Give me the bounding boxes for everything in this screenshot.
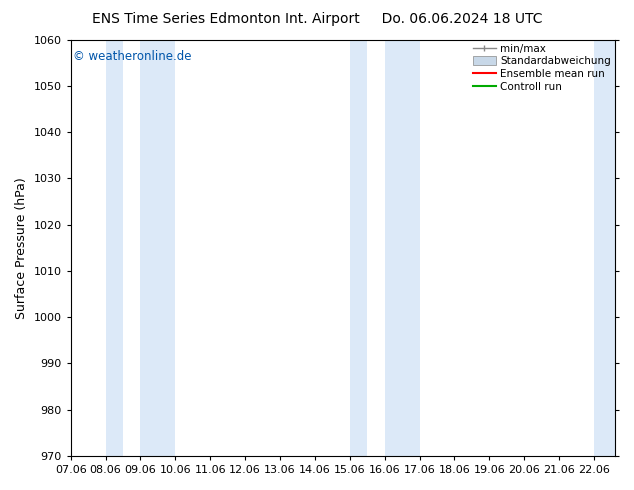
Bar [106, 40, 123, 456]
Legend: min/max, Standardabweichung, Ensemble mean run, Controll run: min/max, Standardabweichung, Ensemble me… [471, 42, 612, 94]
Bar [385, 40, 420, 456]
Bar [141, 40, 176, 456]
Text: © weatheronline.de: © weatheronline.de [74, 50, 192, 63]
Bar [350, 40, 367, 456]
Text: ENS Time Series Edmonton Int. Airport     Do. 06.06.2024 18 UTC: ENS Time Series Edmonton Int. Airport Do… [92, 12, 542, 26]
Y-axis label: Surface Pressure (hPa): Surface Pressure (hPa) [15, 177, 28, 318]
Bar [594, 40, 615, 456]
